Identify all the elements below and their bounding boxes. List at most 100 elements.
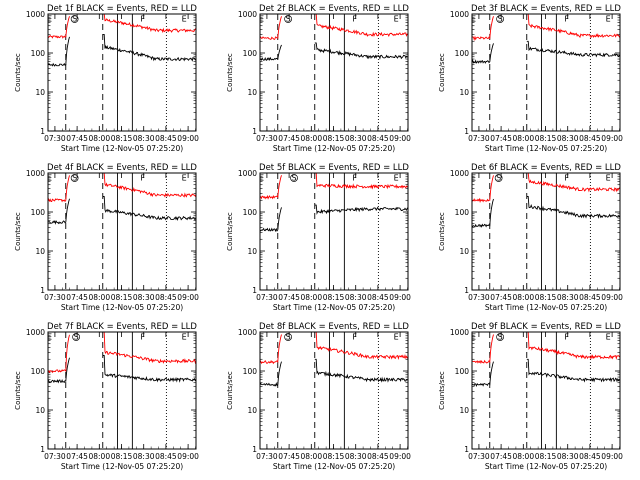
marker-label: S	[72, 174, 77, 183]
marker-label: F	[140, 15, 145, 24]
y-tick-label: 1	[252, 445, 257, 454]
panel-title: Det 9f BLACK = Events, RED = LLD	[471, 322, 621, 332]
x-tick-label: 07:45	[278, 134, 300, 143]
series-lld-line	[47, 331, 197, 374]
marker-circle	[284, 333, 292, 341]
y-tick-label: 1000	[450, 328, 469, 337]
x-tick-label: 08:30	[345, 293, 367, 302]
marker-label: E	[471, 15, 476, 24]
marker-label: E	[182, 333, 187, 342]
y-axis-label: Counts/sec	[226, 212, 234, 251]
y-tick-label: 10	[247, 88, 257, 97]
panel-title: Det 2f BLACK = Events, RED = LLD	[259, 4, 409, 14]
y-tick-label: 1	[464, 127, 469, 136]
marker-label: F	[352, 15, 357, 24]
series-events-line	[259, 42, 409, 61]
x-tick-label: 07:30	[44, 452, 66, 461]
x-tick-label: 07:30	[256, 134, 278, 143]
marker-label: E	[606, 333, 611, 342]
x-tick-label: 08:45	[579, 134, 601, 143]
y-tick-label: 1000	[450, 10, 469, 19]
y-tick-label: 1000	[26, 169, 45, 178]
x-tick-label: 08:00	[300, 452, 322, 461]
marker-label: F	[564, 15, 569, 24]
panel-title: Det 8f BLACK = Events, RED = LLD	[259, 322, 409, 332]
y-tick-label: 1	[40, 286, 45, 295]
y-tick-label: 1000	[26, 328, 45, 337]
detector-panel-8: Det 8f BLACK = Events, RED = LLD Counts/s…	[226, 322, 411, 471]
marker-label: E	[47, 333, 52, 342]
marker-label: E	[259, 174, 264, 183]
x-tick-label: 08:15	[323, 134, 345, 143]
y-tick-label: 10	[35, 406, 45, 415]
x-tick-label: 07:30	[256, 452, 278, 461]
panel-title: Det 3f BLACK = Events, RED = LLD	[471, 4, 621, 14]
y-tick-label: 1000	[238, 10, 257, 19]
panel-title: Det 1f BLACK = Events, RED = LLD	[47, 4, 197, 14]
x-tick-label: 08:00	[88, 134, 110, 143]
x-axis-label: Start Time (12-Nov-05 07:25:20)	[273, 462, 395, 471]
y-tick-label: 100	[455, 367, 470, 376]
x-axis-label: Start Time (12-Nov-05 07:25:20)	[61, 462, 183, 471]
x-tick-label: 08:00	[300, 293, 322, 302]
x-tick-label: 08:30	[557, 293, 579, 302]
x-tick-label: 08:00	[300, 134, 322, 143]
y-axis-label: Counts/sec	[226, 53, 234, 92]
x-tick-label: 08:15	[111, 452, 133, 461]
x-tick-label: 08:30	[557, 452, 579, 461]
y-axis-label: Counts/sec	[438, 371, 446, 410]
series-lld-line	[471, 172, 621, 203]
plot-frame	[259, 172, 409, 291]
x-tick-label: 08:30	[557, 134, 579, 143]
marker-circle	[494, 174, 503, 182]
marker-label: E	[182, 15, 187, 24]
y-tick-label: 1000	[26, 10, 45, 19]
panel-title: Det 6f BLACK = Events, RED = LLD	[471, 163, 621, 173]
detector-panel-9: Det 9f BLACK = Events, RED = LLD Counts/s…	[438, 322, 623, 471]
y-axis-label: Counts/sec	[438, 53, 446, 92]
plot-frame	[471, 331, 621, 450]
detector-panel-1: Det 1f BLACK = Events, RED = LLD Counts/s…	[14, 4, 199, 153]
marker-label: S	[286, 15, 291, 24]
marker-label: E	[394, 174, 399, 183]
series-events-line	[259, 358, 409, 387]
x-axis-label: Start Time (12-Nov-05 07:25:20)	[485, 462, 607, 471]
x-axis-label: Start Time (12-Nov-05 07:25:20)	[273, 144, 395, 153]
x-tick-label: 08:45	[155, 293, 177, 302]
series-events-line	[471, 40, 621, 64]
y-tick-label: 1	[40, 445, 45, 454]
x-tick-label: 08:15	[535, 293, 557, 302]
plot-frame	[259, 13, 409, 132]
x-tick-label: 09:00	[601, 134, 623, 143]
marker-label: E	[394, 333, 399, 342]
marker-circle	[284, 15, 292, 23]
x-tick-label: 07:45	[490, 452, 512, 461]
y-tick-label: 1000	[238, 328, 257, 337]
y-tick-label: 100	[31, 208, 46, 217]
y-tick-label: 1000	[450, 169, 469, 178]
x-tick-label: 07:45	[278, 452, 300, 461]
plot-frame	[47, 172, 197, 291]
x-tick-label: 08:30	[345, 452, 367, 461]
plot-frame	[471, 172, 621, 291]
x-tick-label: 08:45	[579, 452, 601, 461]
x-axis-label: Start Time (12-Nov-05 07:25:20)	[273, 303, 395, 312]
marker-label: E	[606, 174, 611, 183]
x-tick-label: 08:00	[88, 452, 110, 461]
series-lld-line	[472, 13, 621, 42]
y-tick-label: 10	[35, 88, 45, 97]
x-tick-label: 08:45	[367, 134, 389, 143]
x-tick-label: 09:00	[389, 452, 411, 461]
series-lld-line	[471, 331, 621, 364]
x-tick-label: 08:30	[345, 134, 367, 143]
detector-panel-2: Det 2f BLACK = Events, RED = LLD Counts/s…	[226, 4, 411, 153]
marker-label: F	[564, 174, 569, 183]
marker-label: E	[47, 15, 52, 24]
x-tick-label: 07:45	[490, 134, 512, 143]
marker-label: S	[72, 15, 77, 24]
y-tick-label: 1	[252, 127, 257, 136]
x-tick-label: 07:45	[278, 293, 300, 302]
x-tick-label: 07:30	[44, 293, 66, 302]
x-tick-label: 07:30	[468, 134, 490, 143]
